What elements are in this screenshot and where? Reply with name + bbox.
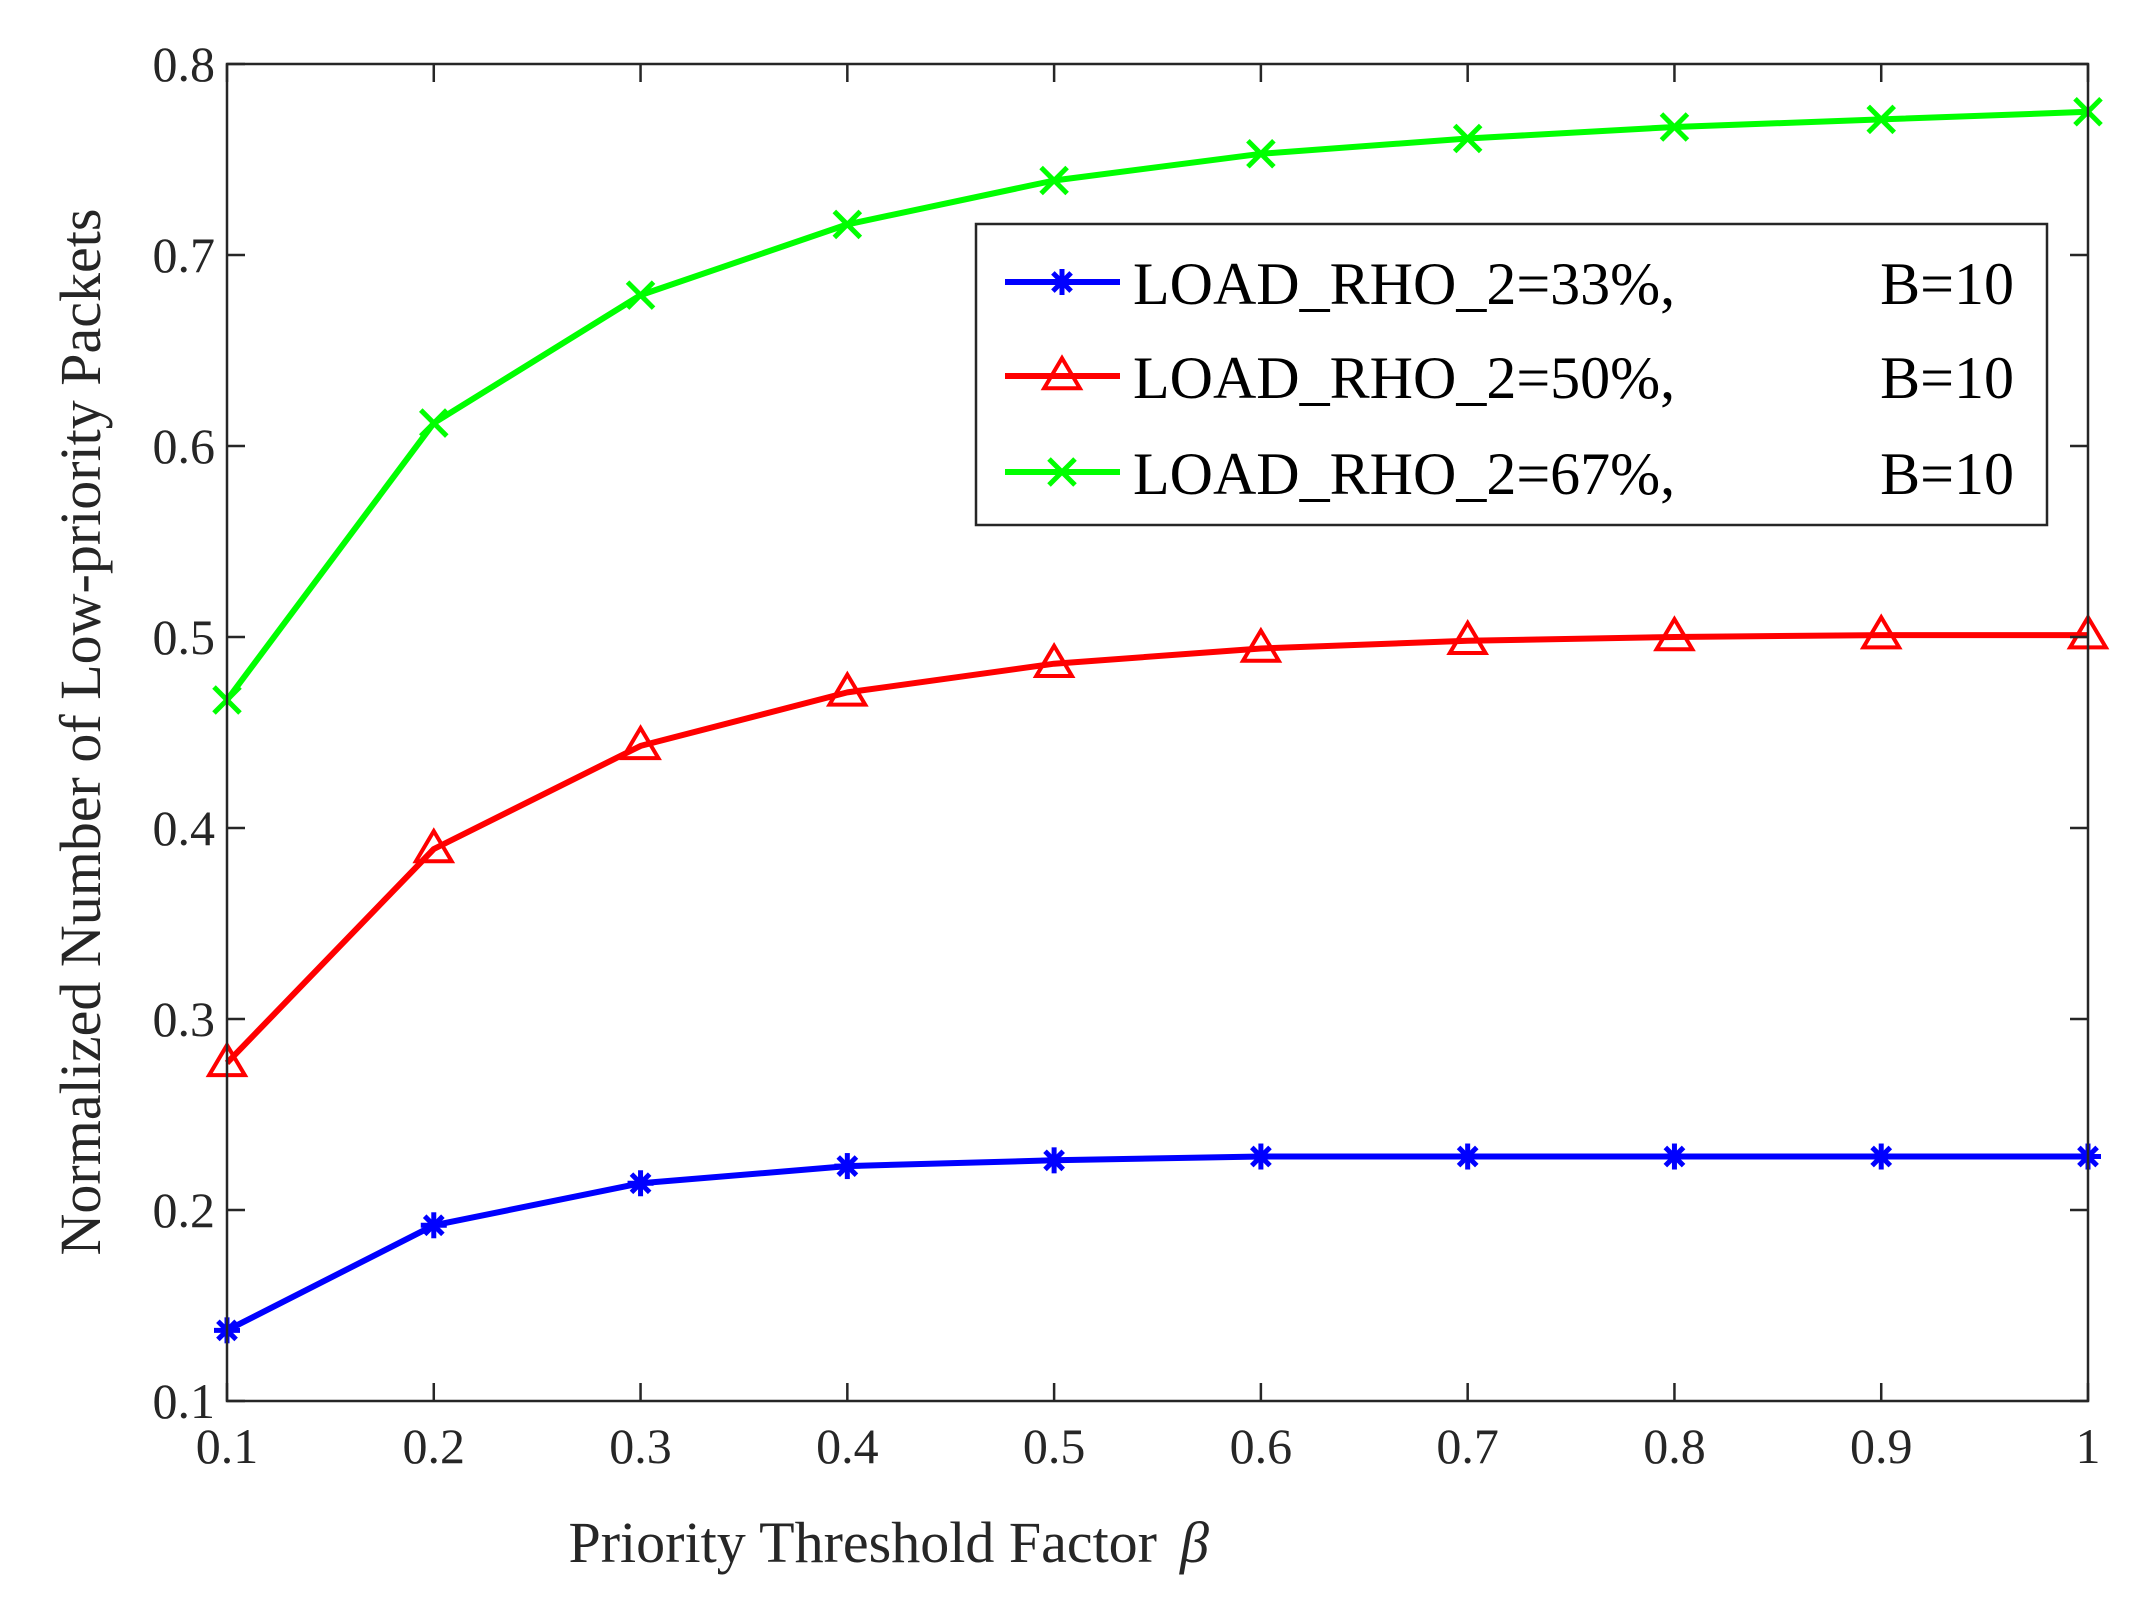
series-1-point-3 xyxy=(627,1170,654,1197)
x-axis-label-symbol: β xyxy=(1179,1510,1209,1575)
series-3-point-7 xyxy=(1452,123,1483,154)
legend-param-1: B=10 xyxy=(1880,251,2014,317)
x-tick-label: 0.6 xyxy=(1230,1418,1293,1474)
series-3-point-8 xyxy=(1659,112,1690,142)
series-line-3 xyxy=(224,108,2089,702)
series-3-point-9 xyxy=(1866,104,1896,135)
series-2-point-9 xyxy=(1859,613,1903,650)
y-tick-label: 0.3 xyxy=(153,991,216,1047)
series-1-point-9 xyxy=(1868,1143,1895,1170)
series-1-point-2 xyxy=(420,1212,447,1239)
series-1-point-5 xyxy=(1041,1147,1068,1174)
y-axis-label: Normalized Number of Low-priority Packet… xyxy=(48,209,113,1256)
y-tick-label: 0.1 xyxy=(153,1373,216,1429)
series-1-point-7 xyxy=(1454,1143,1481,1170)
x-tick-label: 0.5 xyxy=(1023,1418,1086,1474)
series-2-point-7 xyxy=(1446,619,1490,656)
axes-layer: 0.1 0.2 0.3 0.4 0.5 0.6 0.7 0.8 0.9 1 0.1 0.2 0.3 0.4… xyxy=(153,36,2101,1474)
series-1-point-6 xyxy=(1247,1143,1274,1170)
series-1-point-4 xyxy=(834,1153,861,1180)
series-2-point-5 xyxy=(1032,641,1076,678)
x-tick-label: 0.9 xyxy=(1850,1418,1913,1474)
axes-frame xyxy=(225,62,2090,1403)
legend-label-3: LOAD_RHO_2=67%, xyxy=(1133,441,1675,507)
series-3-point-2 xyxy=(419,408,449,438)
legend-param-2: B=10 xyxy=(1880,345,2014,411)
x-axis-label: Priority Threshold Factor xyxy=(568,1510,1157,1575)
series-3-point-6 xyxy=(1246,139,1276,169)
series-2-point-3 xyxy=(619,724,662,761)
x-tick-label: 1 xyxy=(2076,1418,2101,1474)
series-3-point-3 xyxy=(625,280,656,310)
series-line-1 xyxy=(225,1153,2088,1333)
y-tick-label: 0.6 xyxy=(153,418,216,474)
x-tick-label: 0.7 xyxy=(1436,1418,1499,1474)
legend-marker-1 xyxy=(1049,269,1075,295)
legend-marker-3 xyxy=(1047,457,1077,487)
x-tick-label: 0.4 xyxy=(816,1418,879,1474)
series-2-point-8 xyxy=(1653,615,1696,652)
legend-param-3: B=10 xyxy=(1880,441,2014,507)
x-tick-label: 0.8 xyxy=(1643,1418,1706,1474)
y-tick-label: 0.8 xyxy=(153,36,216,92)
y-tick-label: 0.2 xyxy=(153,1182,216,1238)
series-line-2 xyxy=(224,632,2088,1065)
series-2-point-4 xyxy=(825,670,869,707)
legend: LOAD_RHO_2=33%, B=10 LOAD_RHO_2=50%, B=10 LO… xyxy=(974,222,2049,527)
legend-marker-2 xyxy=(1040,354,1084,391)
y-tick-label: 0.7 xyxy=(153,227,216,283)
series-2-point-2 xyxy=(412,827,456,864)
y-tick-label: 0.4 xyxy=(153,800,216,856)
legend-label-2: LOAD_RHO_2=50%, xyxy=(1133,345,1675,411)
series-3-point-4 xyxy=(832,209,863,240)
x-tick-label: 0.1 xyxy=(196,1418,259,1474)
legend-box xyxy=(974,222,2049,527)
x-tick-label: 0.2 xyxy=(403,1418,466,1474)
series-3-point-5 xyxy=(1039,165,1069,196)
series-1-point-8 xyxy=(1661,1143,1688,1170)
y-tick-label: 0.5 xyxy=(153,609,216,665)
x-tick-label: 0.3 xyxy=(609,1418,672,1474)
legend-label-1: LOAD_RHO_2=33%, xyxy=(1133,251,1675,317)
series-2-point-6 xyxy=(1239,626,1283,663)
